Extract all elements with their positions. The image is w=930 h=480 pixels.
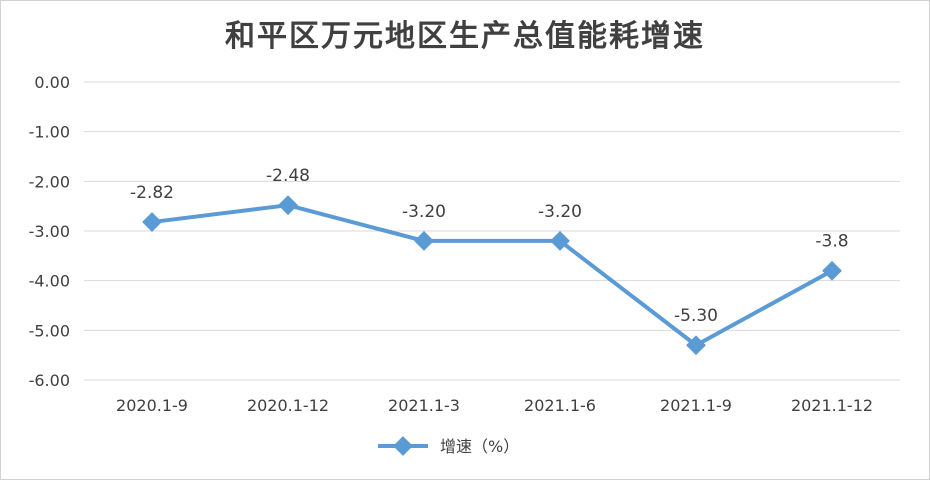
y-tick-label: -1.00 <box>29 123 70 142</box>
legend-label: 增速（%） <box>440 437 519 456</box>
x-axis-ticks: 2020.1-9 2020.1-12 2021.1-3 2021.1-6 2021.1-… <box>116 396 873 415</box>
data-label: -3.8 <box>815 232 848 252</box>
grid-lines <box>84 81 900 381</box>
data-point-marker <box>822 260 842 281</box>
x-tick-label: 2020.1-12 <box>247 396 329 415</box>
legend: 增速（%） <box>378 436 519 456</box>
y-tick-label: -3.00 <box>29 222 70 241</box>
y-tick-label: -2.00 <box>29 172 70 191</box>
y-tick-label: -4.00 <box>29 272 70 291</box>
legend-marker <box>393 436 413 456</box>
y-tick-label: -6.00 <box>29 371 70 390</box>
data-label: -3.20 <box>402 202 446 222</box>
x-tick-label: 2021.1-12 <box>791 396 873 415</box>
series-line <box>151 203 833 348</box>
series-line-group: -2.82 -2.48 -3.20 -3.20 -5.30 -3.8 <box>130 166 849 356</box>
x-tick-label: 2021.1-3 <box>388 396 460 415</box>
x-tick-label: 2020.1-9 <box>116 396 188 415</box>
data-label: -2.48 <box>266 166 310 186</box>
chart-title: 和平区万元地区生产总值能耗增速 <box>225 19 705 54</box>
data-label: -5.30 <box>674 306 718 326</box>
data-label: -2.82 <box>130 183 174 203</box>
data-point-marker <box>278 195 298 216</box>
data-point-marker <box>686 335 706 356</box>
data-label: -3.20 <box>538 202 582 222</box>
data-point-marker <box>142 212 162 232</box>
y-tick-label: 0.00 <box>34 73 70 92</box>
x-tick-label: 2021.1-6 <box>524 396 596 415</box>
x-tick-label: 2021.1-9 <box>660 396 732 415</box>
y-tick-label: -5.00 <box>29 321 70 340</box>
y-axis-ticks: 0.00 -1.00 -2.00 -3.00 -4.00 -5.00 -6.00 <box>29 73 70 390</box>
data-point-marker <box>414 231 434 251</box>
